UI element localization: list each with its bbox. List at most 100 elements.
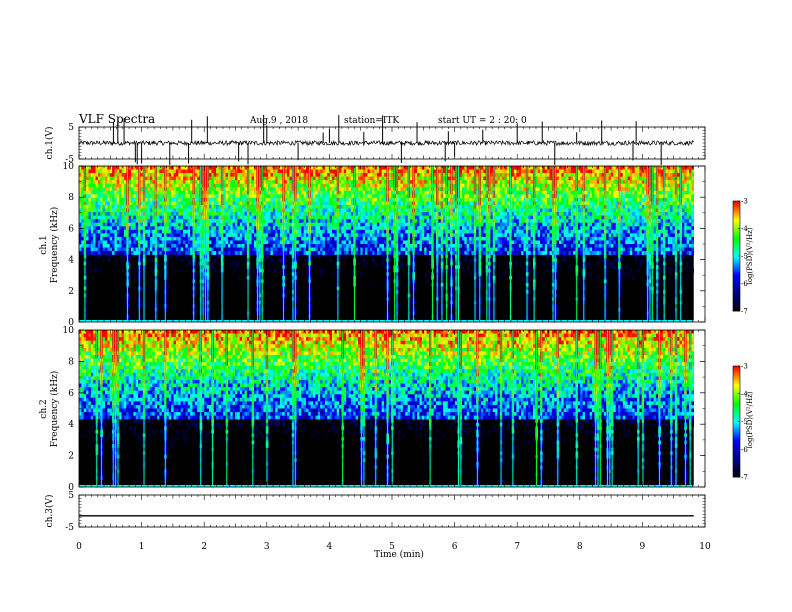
spectrogram-cell (360, 173, 364, 177)
spectrogram-cell (405, 197, 408, 202)
spectrogram-cell (175, 254, 179, 259)
spectrogram-cell (419, 251, 423, 255)
spectrogram-cell (317, 226, 321, 231)
spectrogram-cell (417, 176, 420, 181)
spectrogram-cell (334, 251, 338, 255)
spectrogram-cell (279, 247, 283, 252)
spectrogram-cell (369, 219, 373, 224)
spectrogram-cell (365, 187, 368, 192)
spectrogram-cell (175, 244, 179, 248)
spectrogram-cell (187, 208, 191, 213)
spectrogram-cell (147, 233, 151, 238)
spectrogram-cell (86, 201, 89, 206)
spectrogram-cell (157, 208, 160, 213)
spectrogram-cell (107, 183, 111, 188)
spectrogram-cell (135, 173, 139, 177)
spectrogram-cell (100, 176, 103, 181)
spectrogram-cell (369, 244, 373, 248)
spectrogram-cell (350, 187, 354, 192)
spectrogram-cell (298, 190, 302, 195)
spectrogram-cell (339, 176, 342, 181)
spectrogram-cell (405, 194, 408, 199)
spectrogram-cell (381, 236, 385, 241)
spectrogram-cell (426, 272, 430, 277)
spectrogram-cell (327, 190, 330, 195)
spectrogram-cell (317, 254, 321, 259)
spectrogram-cell (270, 166, 274, 170)
spectrogram-cell (433, 233, 437, 238)
spectrogram-cell (331, 265, 335, 270)
spectrogram-cell (147, 219, 151, 224)
spectrogram-cell (135, 212, 139, 216)
spectrogram-cell (180, 222, 184, 227)
spectrogram-cell (211, 219, 215, 224)
spectrogram-cell (320, 268, 323, 273)
spectrogram-cell (372, 169, 375, 174)
spectrogram-cell (327, 197, 330, 202)
spectrogram-cell (447, 226, 451, 231)
spectrogram-cell (263, 183, 267, 188)
spectrogram-cell (284, 169, 288, 174)
spectrogram-cell (244, 169, 248, 174)
spectrogram-cell (263, 205, 267, 209)
spectrogram-cell (244, 258, 248, 263)
spectrogram-cell (183, 226, 186, 231)
spectrogram-cell (100, 212, 103, 216)
spectrogram-cell (334, 247, 338, 252)
spectrogram-cell (166, 265, 170, 270)
spectrogram-cell (107, 219, 111, 224)
spectrogram-cell (360, 233, 364, 238)
spectrogram-cell (79, 173, 82, 177)
spectrogram-cell (438, 201, 442, 206)
spectrogram-cell (97, 169, 101, 174)
spectrogram-cell (410, 233, 413, 238)
spectrogram-cell (438, 229, 442, 234)
spectrogram-cell (237, 233, 241, 238)
spectrogram-cell (128, 183, 132, 188)
spectrogram-cell (327, 236, 330, 241)
spectrogram-cell (235, 208, 238, 213)
spectrogram-cell (284, 215, 288, 220)
spectrogram-cell (149, 173, 153, 177)
spectrogram-cell (374, 236, 378, 241)
spectrogram-cell (388, 219, 392, 224)
spectrogram-cell (339, 169, 342, 174)
spectrogram-cell (183, 236, 186, 241)
spectrogram-cell (112, 169, 115, 174)
spectrogram-cell (362, 251, 366, 255)
spectrogram-cell (114, 208, 118, 213)
spectrogram-cell (331, 180, 335, 185)
spectrogram-cell (289, 166, 293, 170)
spectrogram-cell (320, 247, 323, 252)
spectrogram-cell (367, 219, 371, 224)
spectrogram-cell (289, 265, 293, 270)
spectrogram-cell (384, 240, 387, 245)
spectrogram-cell (388, 244, 392, 248)
spectrogram-cell (102, 176, 106, 181)
spectrogram-cell (95, 251, 99, 255)
spectrogram-cell (384, 187, 387, 192)
spectrogram-cell (114, 180, 118, 185)
spectrogram-cell (95, 236, 99, 241)
spectrogram-cell (277, 258, 281, 263)
spectrogram-cell (398, 208, 401, 213)
spectrogram-cell (232, 166, 236, 170)
spectrogram-cell (175, 194, 179, 199)
spectrogram-cell (284, 222, 288, 227)
spectrogram-cell (253, 169, 257, 174)
spectrogram-cell (183, 180, 186, 185)
spectrogram-cell (190, 173, 193, 177)
spectrogram-cell (230, 194, 233, 199)
spectrogram-cell (355, 173, 359, 177)
spectrogram-cell (317, 197, 321, 202)
spectrogram-cell (360, 208, 364, 213)
spectrogram-cell (135, 183, 139, 188)
spectrogram-cell (296, 240, 300, 245)
spectrogram-cell (178, 183, 181, 188)
spectrogram-cell (187, 236, 191, 241)
spectrogram-cell (249, 197, 252, 202)
spectrogram-cell (362, 205, 366, 209)
spectrogram-cell (374, 180, 378, 185)
spectrogram-cell (119, 166, 122, 170)
spectrogram-cell (100, 251, 103, 255)
